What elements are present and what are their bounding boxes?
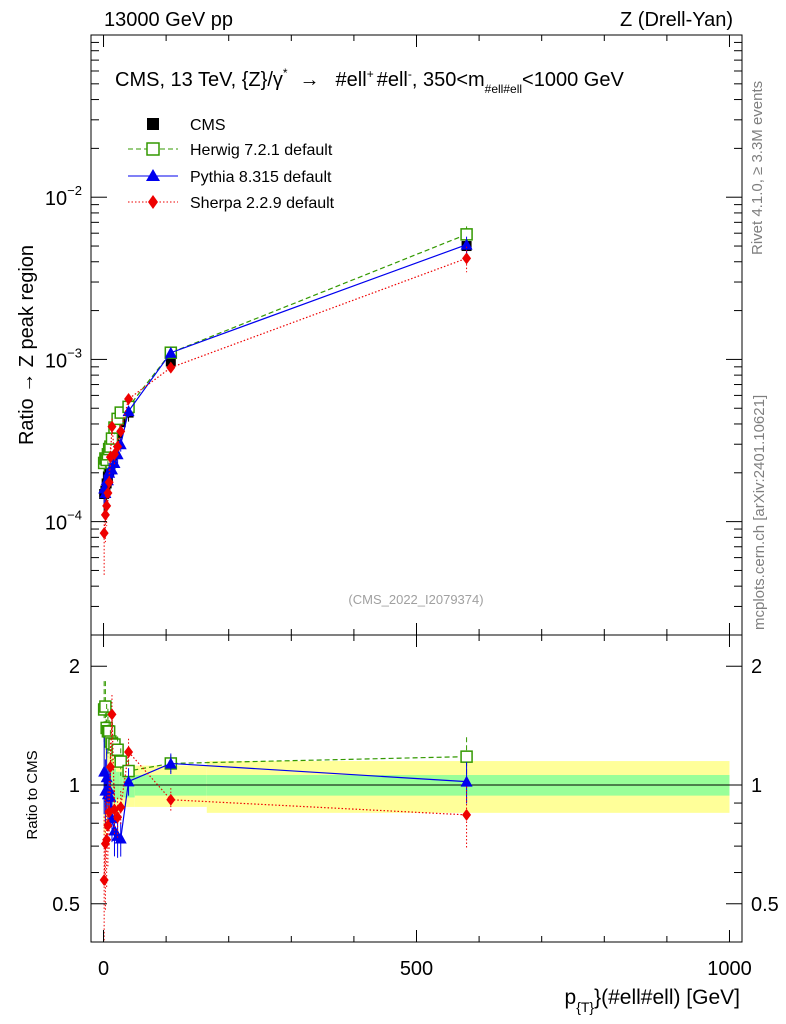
main-frame xyxy=(90,34,743,636)
main-panel: 10−4 10−3 10−2 CMS, 13 TeV, {Z}/γ* → #ell+ #e… xyxy=(16,34,743,636)
pythia-line xyxy=(103,244,467,494)
sherpa-ratio-point xyxy=(102,833,112,846)
x-tick-label: 0 xyxy=(98,958,109,980)
y-tick-label: 10−3 xyxy=(45,345,82,372)
rivet-label-group: Rivet 4.1.0, ≥ 3.3M events xyxy=(749,81,766,255)
ratio-tick-label-right: 0.5 xyxy=(751,894,779,916)
pythia-ratio-point xyxy=(164,757,177,769)
pythia-point xyxy=(108,456,121,468)
legend-label-pythia: Pythia 8.315 default xyxy=(190,169,332,186)
sherpa-line xyxy=(103,257,467,534)
legend-label-herwig: Herwig 7.2.1 default xyxy=(190,142,333,159)
pythia-point xyxy=(164,346,177,358)
sherpa-ratio-point xyxy=(124,745,134,758)
herwig-ratio-point xyxy=(111,743,124,756)
ratio-ticks: 0 500 1000 0.5 0.5 1 1 2 2 xyxy=(52,635,779,980)
pythia-point xyxy=(460,238,473,250)
y-tick-label: 10−4 xyxy=(45,508,82,535)
legend-marker-herwig xyxy=(146,142,160,156)
legend-label-cms: CMS xyxy=(190,117,226,134)
sherpa-point xyxy=(116,425,126,438)
sherpa-point xyxy=(166,361,176,374)
ratio-y-title: Ratio to CMS xyxy=(24,750,41,839)
x-axis-title: p{T}}(#ell#ell) [GeV] xyxy=(565,986,741,1015)
sherpa-ratio-point xyxy=(166,793,176,806)
plot-title: CMS, 13 TeV, {Z}/γ* → #ell+ #ell-, 350<m#el… xyxy=(115,66,624,96)
site-label: mcplots.cern.ch [arXiv:2401.10621] xyxy=(751,395,768,630)
analysis-watermark: (CMS_2022_I2079374) xyxy=(348,592,483,607)
site-label-group: mcplots.cern.ch [arXiv:2401.10621] xyxy=(751,395,768,630)
ratio-tick-label-left: 1 xyxy=(69,775,80,797)
legend-marker-sherpa xyxy=(148,195,158,209)
ratio-band-inner xyxy=(116,771,120,800)
sherpa-point xyxy=(100,508,110,521)
sherpa-ratio-point xyxy=(107,708,117,721)
x-tick-label: 1000 xyxy=(707,958,752,980)
ratio-tick-label-left: 0.5 xyxy=(52,894,80,916)
herwig-line xyxy=(103,233,467,464)
sherpa-point xyxy=(104,476,114,489)
sherpa-ratio-point xyxy=(462,808,472,821)
pythia-ratio-point xyxy=(122,775,135,787)
herwig-ratio-point xyxy=(460,750,473,763)
ratio-tick-label-right: 2 xyxy=(751,656,762,678)
sherpa-ratio-point xyxy=(116,801,126,814)
sherpa-point xyxy=(102,499,112,512)
legend-entry-herwig: Herwig 7.2.1 default xyxy=(128,142,333,159)
ratio-panel: 0 500 1000 0.5 0.5 1 1 2 2 Ratio to CMS xyxy=(24,634,779,980)
legend-marker-cms xyxy=(147,118,159,130)
herwig-ratio-point xyxy=(99,700,112,713)
sherpa-ratio-point xyxy=(99,874,109,887)
sherpa-ratio-point xyxy=(103,819,113,832)
pythia-ratio-point xyxy=(460,775,473,787)
sherpa-point xyxy=(103,487,113,500)
header-left: 13000 GeV pp xyxy=(104,9,233,31)
sherpa-point xyxy=(462,252,472,265)
header-right: Z (Drell-Yan) xyxy=(620,9,733,31)
ratio-tick-label-right: 1 xyxy=(751,775,762,797)
ratio-y-title-group: Ratio to CMS xyxy=(24,750,41,839)
ratio-band-inner xyxy=(111,768,113,804)
cms-point xyxy=(165,356,176,367)
y-tick-label: 10−2 xyxy=(45,183,82,210)
legend-entry-sherpa: Sherpa 2.2.9 default xyxy=(128,195,335,212)
legend-label-sherpa: Sherpa 2.2.9 default xyxy=(190,195,335,212)
pythia-point xyxy=(122,405,135,417)
legend-entry-cms: CMS xyxy=(147,117,226,134)
sherpa-ratio-point xyxy=(113,811,123,824)
sherpa-ratio-point xyxy=(105,760,115,773)
sherpa-point xyxy=(113,440,123,453)
ratio-band-inner xyxy=(112,768,117,804)
ratio-band-inner xyxy=(119,771,123,800)
legend-marker-pythia xyxy=(146,169,160,181)
sherpa-point xyxy=(99,527,109,540)
sherpa-point xyxy=(107,420,117,433)
legend: CMS Herwig 7.2.1 default Pythia 8.315 de… xyxy=(128,117,335,212)
rivet-label: Rivet 4.1.0, ≥ 3.3M events xyxy=(749,81,766,255)
sherpa-point xyxy=(124,393,134,406)
x-tick-label: 500 xyxy=(400,958,433,980)
pythia-ratio-point xyxy=(114,832,127,844)
legend-entry-pythia: Pythia 8.315 default xyxy=(128,169,332,186)
herwig-ratio-point xyxy=(114,755,127,768)
main-plot-marks xyxy=(97,226,473,576)
ratio-plot-marks xyxy=(91,681,742,942)
ratio-tick-label-left: 2 xyxy=(69,656,80,678)
y-axis-title: Ratio → Z peak region xyxy=(16,245,38,445)
y-axis-title-group: Ratio → Z peak region xyxy=(16,245,38,445)
